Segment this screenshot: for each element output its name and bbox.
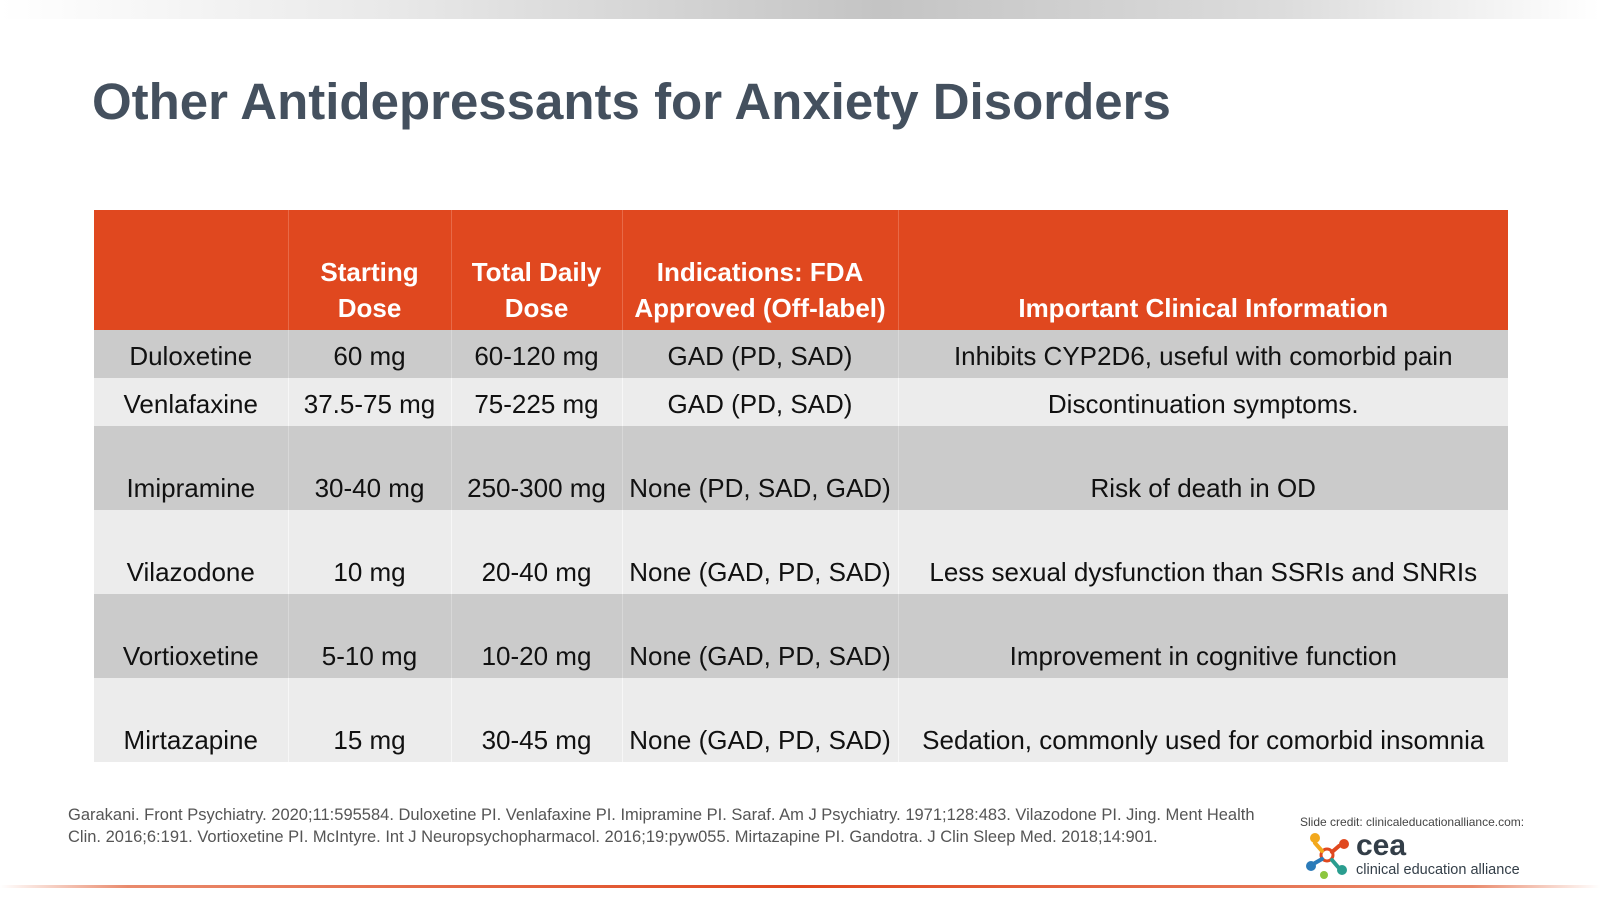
header-indications: Indications: FDA Approved (Off-label) bbox=[621, 210, 898, 330]
header-total-daily-dose: Total Daily Dose bbox=[450, 210, 622, 330]
table-row: Vortioxetine 5-10 mg 10-20 mg None (GAD,… bbox=[94, 594, 1508, 678]
cell-drug: Imipramine bbox=[94, 426, 288, 510]
cell-clinical-info: Discontinuation symptoms. bbox=[897, 378, 1508, 426]
cell-clinical-info: Less sexual dysfunction than SSRIs and S… bbox=[897, 510, 1508, 594]
cell-starting-dose: 30-40 mg bbox=[287, 426, 451, 510]
cell-total-daily-dose: 30-45 mg bbox=[450, 678, 622, 762]
bottom-accent-line bbox=[0, 885, 1600, 888]
cell-starting-dose: 10 mg bbox=[287, 510, 451, 594]
cell-indications: None (GAD, PD, SAD) bbox=[621, 594, 898, 678]
top-gradient-band bbox=[0, 0, 1600, 19]
cell-drug: Vortioxetine bbox=[94, 594, 288, 678]
slide-title: Other Antidepressants for Anxiety Disord… bbox=[92, 73, 1171, 130]
cell-total-daily-dose: 250-300 mg bbox=[450, 426, 622, 510]
cea-logo-icon bbox=[1306, 833, 1349, 879]
cell-clinical-info: Inhibits CYP2D6, useful with comorbid pa… bbox=[897, 330, 1508, 378]
drug-table: Starting Dose Total Daily Dose Indicatio… bbox=[94, 210, 1508, 762]
references-text: Garakani. Front Psychiatry. 2020;11:5955… bbox=[68, 806, 1255, 846]
header-drug bbox=[94, 210, 288, 330]
cell-drug: Mirtazapine bbox=[94, 678, 288, 762]
header-starting-dose: Starting Dose bbox=[287, 210, 451, 330]
cell-indications: GAD (PD, SAD) bbox=[621, 330, 898, 378]
cell-indications: None (PD, SAD, GAD) bbox=[621, 426, 898, 510]
cell-drug: Venlafaxine bbox=[94, 378, 288, 426]
cell-drug: Duloxetine bbox=[94, 330, 288, 378]
cell-total-daily-dose: 10-20 mg bbox=[450, 594, 622, 678]
cell-indications: None (GAD, PD, SAD) bbox=[621, 510, 898, 594]
cell-clinical-info: Sedation, commonly used for comorbid ins… bbox=[897, 678, 1508, 762]
table-header-row: Starting Dose Total Daily Dose Indicatio… bbox=[94, 210, 1508, 330]
cell-starting-dose: 60 mg bbox=[287, 330, 451, 378]
cell-starting-dose: 15 mg bbox=[287, 678, 451, 762]
table-row: Venlafaxine 37.5-75 mg 75-225 mg GAD (PD… bbox=[94, 378, 1508, 426]
table-row: Vilazodone 10 mg 20-40 mg None (GAD, PD,… bbox=[94, 510, 1508, 594]
slide-credit: Slide credit: clinicaleducationalliance.… bbox=[1300, 815, 1525, 829]
cell-clinical-info: Risk of death in OD bbox=[897, 426, 1508, 510]
table-row: Mirtazapine 15 mg 30-45 mg None (GAD, PD… bbox=[94, 678, 1508, 762]
cell-starting-dose: 37.5-75 mg bbox=[287, 378, 451, 426]
table-row: Imipramine 30-40 mg 250-300 mg None (PD,… bbox=[94, 426, 1508, 510]
cell-total-daily-dose: 20-40 mg bbox=[450, 510, 622, 594]
cell-clinical-info: Improvement in cognitive function bbox=[897, 594, 1508, 678]
cell-total-daily-dose: 60-120 mg bbox=[450, 330, 622, 378]
logo-subtitle: clinical education alliance bbox=[1356, 862, 1520, 878]
cell-indications: GAD (PD, SAD) bbox=[621, 378, 898, 426]
cell-indications: None (GAD, PD, SAD) bbox=[621, 678, 898, 762]
table-row: Duloxetine 60 mg 60-120 mg GAD (PD, SAD)… bbox=[94, 330, 1508, 378]
logo-wordmark: cea bbox=[1356, 829, 1407, 862]
cell-total-daily-dose: 75-225 mg bbox=[450, 378, 622, 426]
cell-starting-dose: 5-10 mg bbox=[287, 594, 451, 678]
cell-drug: Vilazodone bbox=[94, 510, 288, 594]
header-clinical-info: Important Clinical Information bbox=[897, 210, 1508, 330]
